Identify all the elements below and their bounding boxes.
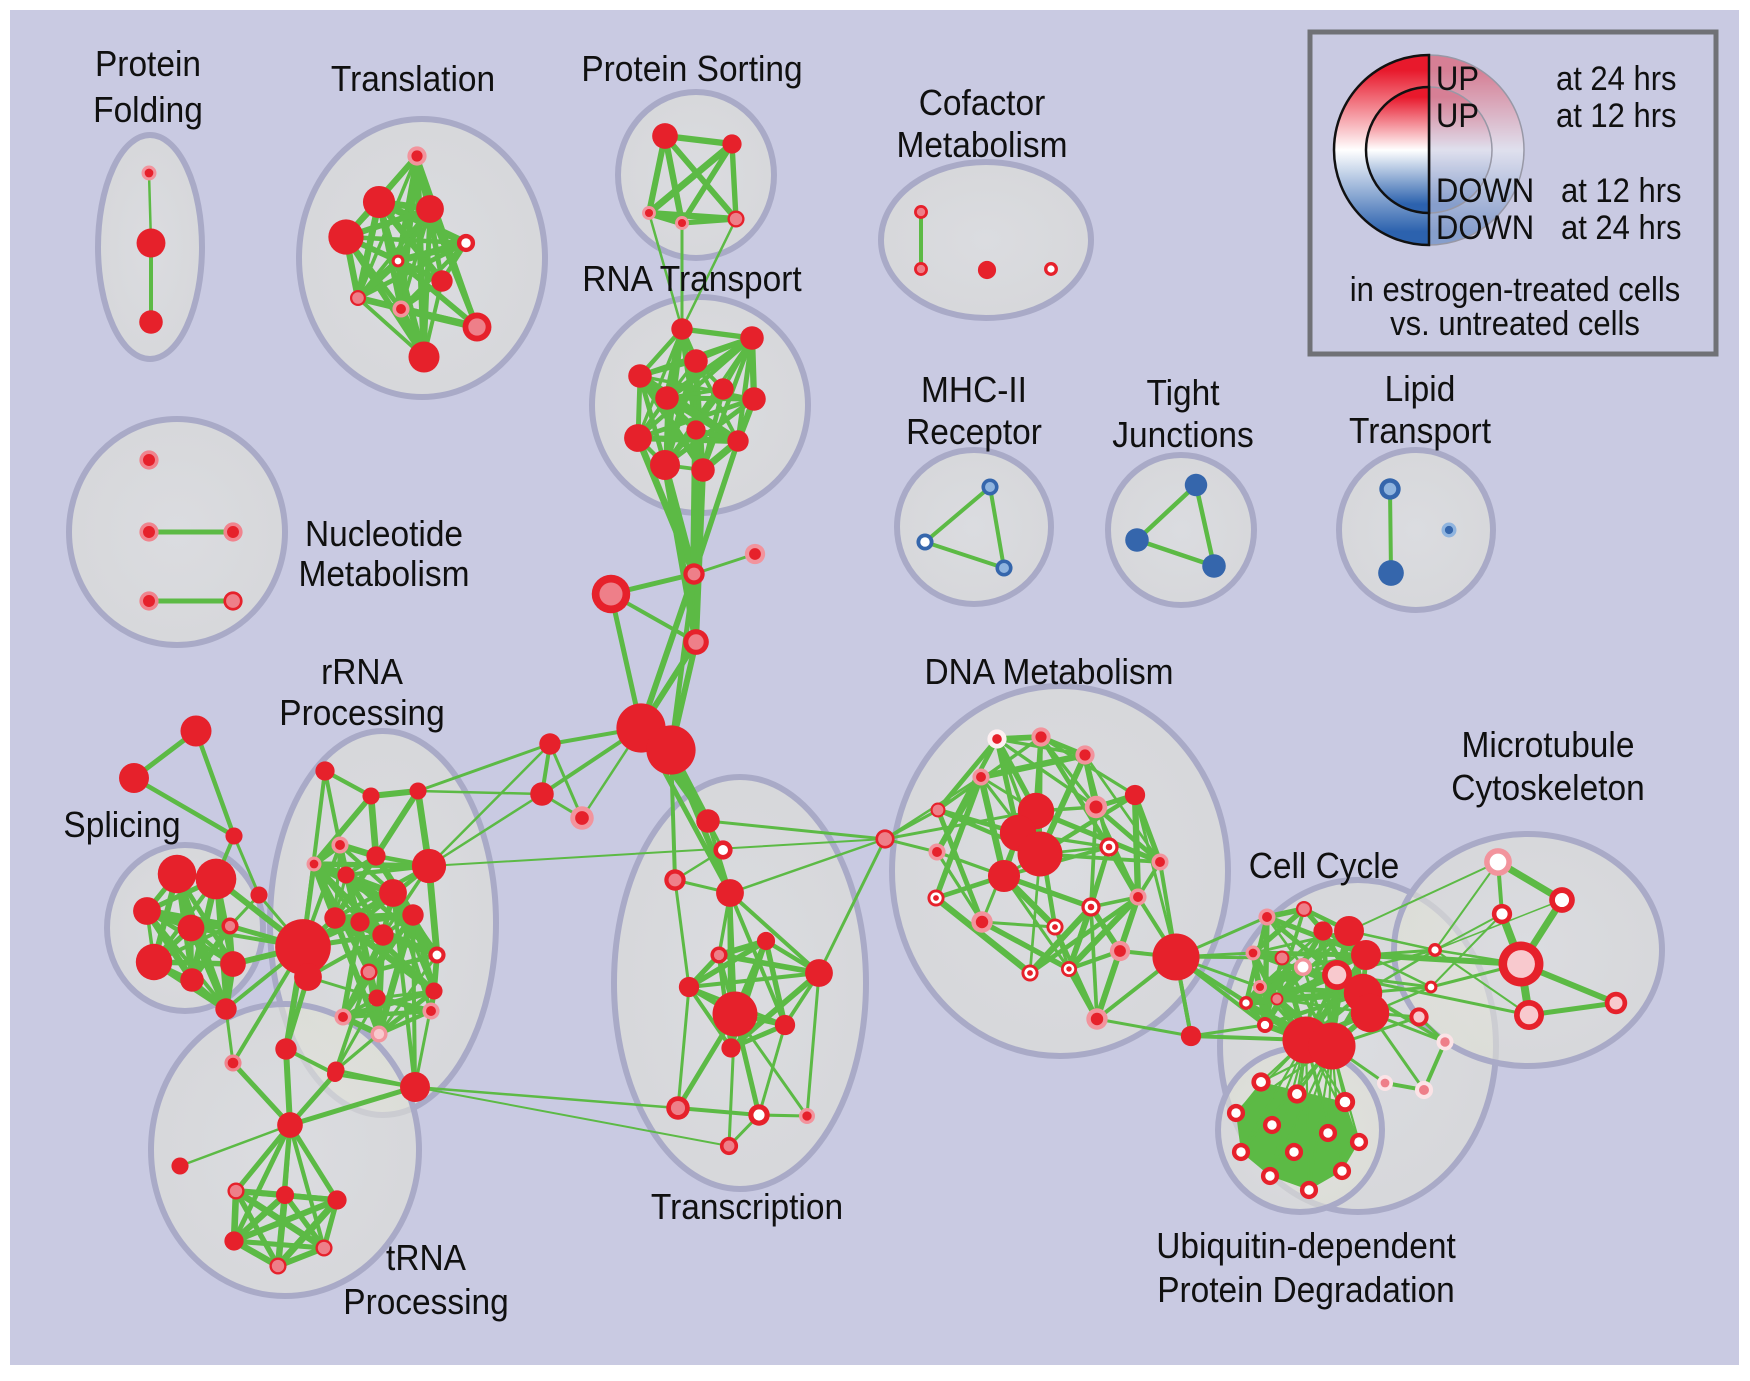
- svg-text:rRNA: rRNA: [321, 651, 403, 692]
- svg-text:Ubiquitin-dependent: Ubiquitin-dependent: [1156, 1225, 1456, 1266]
- svg-text:Receptor: Receptor: [906, 411, 1042, 452]
- svg-text:UP: UP: [1436, 97, 1479, 135]
- svg-text:DOWN: DOWN: [1436, 209, 1534, 247]
- svg-text:Cytoskeleton: Cytoskeleton: [1451, 767, 1644, 808]
- svg-text:Translation: Translation: [331, 58, 495, 99]
- svg-text:DOWN: DOWN: [1436, 172, 1534, 210]
- svg-text:UP: UP: [1436, 60, 1479, 98]
- svg-text:Transport: Transport: [1349, 410, 1491, 451]
- svg-text:Folding: Folding: [93, 89, 203, 130]
- svg-text:Metabolism: Metabolism: [896, 124, 1067, 165]
- svg-text:Cell Cycle: Cell Cycle: [1249, 845, 1400, 886]
- svg-text:at 12 hrs: at 12 hrs: [1561, 172, 1682, 210]
- svg-text:at 24 hrs: at 24 hrs: [1556, 60, 1677, 98]
- svg-text:in estrogen-treated cells: in estrogen-treated cells: [1350, 271, 1681, 309]
- svg-text:RNA Transport: RNA Transport: [582, 258, 801, 299]
- svg-text:Junctions: Junctions: [1112, 414, 1253, 455]
- svg-text:Metabolism: Metabolism: [298, 553, 469, 594]
- svg-text:Transcription: Transcription: [651, 1186, 843, 1227]
- svg-text:Lipid: Lipid: [1385, 368, 1456, 409]
- svg-text:at 24 hrs: at 24 hrs: [1561, 209, 1682, 247]
- svg-text:Cofactor: Cofactor: [919, 82, 1046, 123]
- svg-text:Tight: Tight: [1146, 372, 1219, 413]
- svg-text:MHC-II: MHC-II: [921, 369, 1027, 410]
- svg-text:Processing: Processing: [343, 1281, 509, 1322]
- svg-text:tRNA: tRNA: [386, 1237, 466, 1278]
- svg-text:Protein Sorting: Protein Sorting: [581, 48, 802, 89]
- svg-text:Processing: Processing: [279, 692, 445, 733]
- svg-text:vs. untreated cells: vs. untreated cells: [1390, 305, 1640, 343]
- svg-text:Protein: Protein: [95, 43, 201, 84]
- svg-text:Protein Degradation: Protein Degradation: [1157, 1269, 1455, 1310]
- svg-text:Microtubule: Microtubule: [1462, 724, 1635, 765]
- svg-text:Splicing: Splicing: [63, 804, 180, 845]
- svg-text:Nucleotide: Nucleotide: [305, 513, 463, 554]
- svg-text:at 12 hrs: at 12 hrs: [1556, 97, 1677, 135]
- svg-text:DNA Metabolism: DNA Metabolism: [924, 651, 1173, 692]
